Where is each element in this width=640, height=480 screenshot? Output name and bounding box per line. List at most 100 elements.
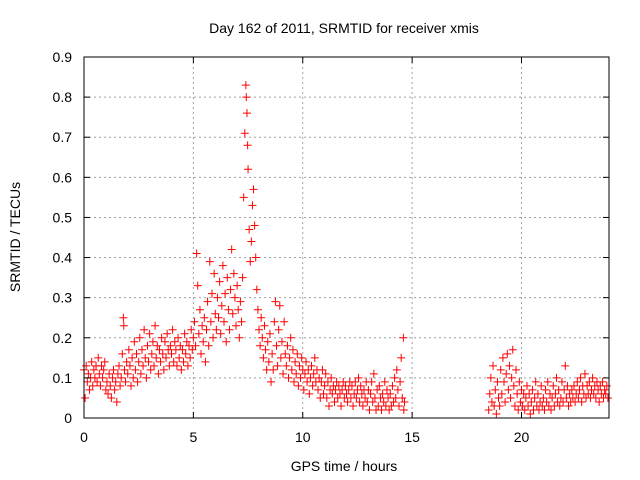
data-point — [200, 313, 209, 322]
data-point — [242, 109, 251, 118]
data-point — [87, 357, 96, 366]
data-point — [361, 393, 370, 402]
x-tick-label: 10 — [295, 429, 311, 445]
data-point — [275, 301, 284, 310]
data-point — [527, 397, 536, 406]
axis-ticks — [83, 56, 609, 419]
data-point — [277, 337, 286, 346]
data-point — [243, 141, 252, 150]
data-point — [559, 397, 568, 406]
data-point — [349, 401, 358, 410]
data-point — [127, 381, 136, 390]
data-point — [265, 329, 274, 338]
data-point — [528, 385, 537, 394]
data-point — [81, 393, 90, 402]
data-point — [144, 357, 153, 366]
data-point — [186, 353, 195, 362]
chart-title: Day 162 of 2011, SRMTID for receiver xmi… — [209, 20, 479, 36]
data-point — [157, 333, 166, 342]
data-point — [583, 381, 592, 390]
data-point — [141, 353, 150, 362]
data-point — [257, 313, 266, 322]
data-point — [121, 377, 130, 386]
data-point — [155, 345, 164, 354]
data-point — [272, 341, 281, 350]
data-point — [288, 345, 297, 354]
data-point — [575, 385, 584, 394]
data-point — [500, 377, 508, 386]
data-point — [247, 237, 256, 246]
x-tick-label: 5 — [189, 429, 197, 445]
data-point — [224, 305, 233, 314]
data-point — [547, 405, 556, 414]
data-point — [517, 385, 526, 394]
data-point — [595, 397, 604, 406]
data-point — [542, 397, 551, 406]
data-point — [279, 369, 288, 378]
data-point — [132, 349, 141, 358]
data-point — [85, 385, 94, 394]
data-point — [235, 333, 244, 342]
data-point — [252, 285, 261, 294]
data-point — [510, 401, 519, 410]
data-point — [537, 381, 546, 390]
data-point — [378, 389, 387, 398]
data-point — [150, 361, 158, 370]
data-point — [539, 393, 548, 402]
data-point — [328, 389, 337, 398]
data-point — [283, 341, 292, 350]
data-point — [102, 377, 111, 386]
data-point — [111, 377, 120, 386]
data-point — [117, 373, 126, 382]
data-point — [307, 361, 316, 370]
data-point — [295, 361, 304, 370]
data-point — [320, 381, 329, 390]
data-point — [169, 357, 178, 366]
data-point — [250, 221, 259, 230]
data-point — [197, 349, 206, 358]
data-point — [134, 357, 143, 366]
data-point — [393, 385, 402, 394]
data-point — [549, 381, 558, 390]
data-point — [388, 381, 397, 390]
data-point — [112, 397, 121, 406]
data-point — [162, 353, 171, 362]
data-point — [241, 81, 250, 90]
data-point — [104, 389, 113, 398]
data-point — [153, 341, 162, 350]
data-point — [308, 381, 317, 390]
data-point — [508, 345, 517, 354]
data-point — [83, 377, 92, 386]
data-point — [215, 277, 224, 286]
data-point — [145, 329, 154, 338]
data-point — [321, 369, 330, 378]
data-point — [159, 365, 168, 374]
data-point — [491, 385, 500, 394]
data-point — [356, 381, 365, 390]
data-point — [354, 373, 363, 382]
data-point — [237, 317, 246, 326]
data-point — [382, 385, 391, 394]
data-point — [352, 393, 361, 402]
data-point — [303, 377, 312, 386]
data-point — [212, 325, 221, 334]
data-point — [207, 289, 216, 298]
x-tick-label: 15 — [404, 429, 420, 445]
data-point — [315, 373, 324, 382]
data-point — [551, 389, 560, 398]
data-point — [280, 317, 289, 326]
data-point — [101, 385, 110, 394]
data-point — [285, 353, 294, 362]
data-point — [591, 393, 600, 402]
data-point — [260, 321, 269, 330]
data-point — [96, 381, 105, 390]
data-point — [195, 305, 204, 314]
data-point — [576, 373, 585, 382]
data-point — [314, 385, 323, 394]
data-point — [229, 269, 238, 278]
data-point — [368, 397, 377, 406]
data-point — [258, 333, 267, 342]
data-point — [183, 361, 192, 370]
data-point — [240, 129, 249, 138]
